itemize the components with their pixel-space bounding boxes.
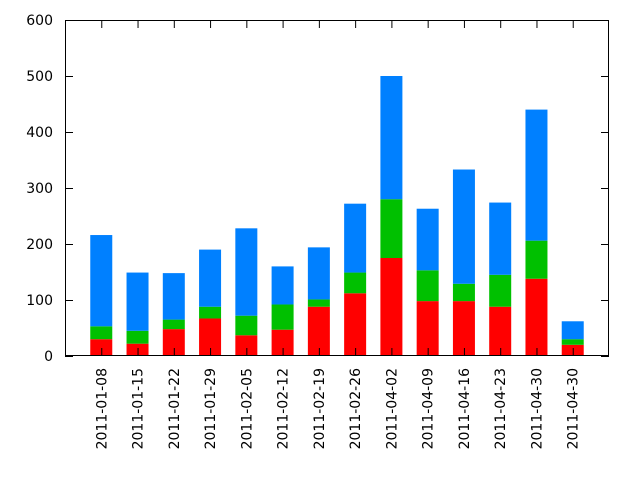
bar-segment (452, 169, 475, 284)
bar-segment (162, 273, 185, 320)
bar-segment (199, 249, 222, 307)
y-tick-label: 0 (44, 349, 53, 365)
bar-segment (344, 272, 367, 294)
bar-segment (344, 203, 367, 273)
bar-segment (90, 339, 113, 356)
x-axis: 2011-01-08 2011-01-15 2011-01-22 2011-01-29… (94, 20, 582, 449)
x-tick-label: 2011-04-16 (457, 368, 473, 449)
x-tick-label: 2011-02-19 (312, 368, 328, 449)
bar-segment (126, 343, 149, 356)
bar-segment (416, 301, 439, 356)
x-tick-label: 2011-04-09 (421, 368, 437, 449)
y-tick-label: 400 (26, 125, 53, 141)
bar-segment (525, 240, 548, 279)
bar-segment (271, 329, 294, 356)
bar-segment (380, 258, 403, 356)
bar-segment (416, 208, 439, 271)
y-tick-label: 100 (26, 293, 53, 309)
bar-segment (561, 339, 584, 345)
bar-segment (199, 306, 222, 319)
bar-segment (126, 272, 149, 331)
bar-segment (344, 293, 367, 356)
y-tick-label: 500 (26, 69, 53, 85)
bar-segment (452, 301, 475, 356)
bar-layer (90, 76, 584, 356)
x-tick-label: 2011-02-05 (239, 368, 255, 449)
bar-segment (561, 321, 584, 340)
bar-segment (271, 266, 294, 305)
bar-segment (235, 335, 258, 356)
x-tick-label: 2011-04-30 (529, 368, 545, 449)
bar-segment (489, 274, 512, 307)
y-axis: 0 100 200 300 400 500 600 (26, 13, 609, 365)
x-tick-label: 2011-04-23 (493, 368, 509, 449)
bar-segment (307, 299, 330, 307)
x-tick-label: 2011-01-29 (203, 368, 219, 449)
bar-segment (126, 330, 149, 344)
bar-segment (380, 76, 403, 200)
bar-segment (489, 202, 512, 275)
x-tick-label: 2011-02-26 (348, 368, 364, 449)
x-tick-label: 2011-04-02 (384, 368, 400, 449)
bar-segment (90, 235, 113, 327)
x-tick-label: 2011-01-08 (94, 368, 110, 449)
bar-segment (380, 199, 403, 258)
bar-segment (307, 247, 330, 300)
bar-segment (416, 270, 439, 302)
bar-segment (525, 278, 548, 356)
y-tick-label: 200 (26, 237, 53, 253)
x-tick-label: 2011-04-30 (566, 368, 582, 449)
y-tick-label: 300 (26, 181, 53, 197)
bar-segment (489, 306, 512, 356)
bar-segment (199, 318, 222, 356)
bar-segment (162, 329, 185, 356)
bar-segment (162, 319, 185, 330)
x-tick-label: 2011-01-15 (131, 368, 147, 449)
y-tick-label: 600 (26, 13, 53, 29)
bar-segment (525, 109, 548, 241)
bar-segment (271, 304, 294, 330)
x-tick-label: 2011-01-22 (167, 368, 183, 449)
bar-segment (235, 315, 258, 336)
x-tick-label: 2011-02-12 (276, 368, 292, 449)
bar-segment (90, 326, 113, 340)
bar-segment (235, 228, 258, 316)
bar-segment (452, 283, 475, 302)
bar-segment (307, 306, 330, 356)
